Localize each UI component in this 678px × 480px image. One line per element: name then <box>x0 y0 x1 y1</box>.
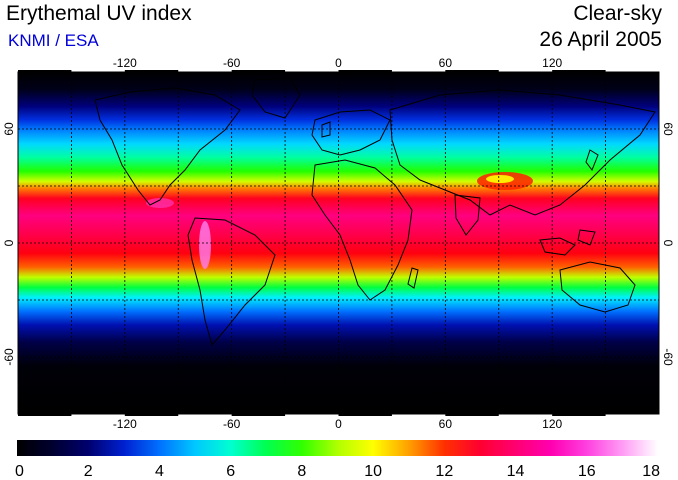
lon-tick-label-top: -60 <box>223 56 241 70</box>
graticule <box>18 72 659 414</box>
colorbar-label: 10 <box>364 463 382 480</box>
frame-segment <box>552 413 606 416</box>
lat-tick-label-left: 60 <box>2 122 16 136</box>
lon-tick-label-bottom: 0 <box>335 417 342 431</box>
lon-tick-label-top: 120 <box>542 56 562 70</box>
frame-segment <box>445 413 499 416</box>
frame-segment <box>445 70 499 73</box>
coastlines <box>94 77 656 347</box>
frame-segment <box>552 70 606 73</box>
frame-segment <box>124 413 179 416</box>
lon-tick-label-bottom: 60 <box>439 417 453 431</box>
colorbar-label: 8 <box>297 463 306 480</box>
colorbar-label: 6 <box>226 463 235 480</box>
colorbar-label: 2 <box>84 463 93 480</box>
sky-condition-label: Clear-sky <box>573 2 662 25</box>
frame-segment <box>18 413 72 416</box>
colorbar-label: 14 <box>507 463 525 480</box>
colorbar-labels: 0 2 4 6 8 10 12 14 16 18 <box>15 463 660 480</box>
frame-segment <box>124 70 179 73</box>
lon-tick-label-bottom: 120 <box>542 417 562 431</box>
frame-segment <box>231 413 286 416</box>
lon-tick-label-top: 0 <box>335 56 342 70</box>
lat-tick-label-right: 60 <box>661 122 675 136</box>
frame-segment <box>18 70 72 73</box>
lon-tick-label-top: -120 <box>113 56 137 70</box>
lat-tick-label-left: 0 <box>2 239 16 246</box>
colorbar <box>17 440 658 456</box>
lon-tick-label-top: 60 <box>439 56 453 70</box>
colorbar-label: 16 <box>578 463 596 480</box>
map-title: Erythemal UV index <box>6 2 192 25</box>
colorbar-label: 0 <box>15 463 24 480</box>
lon-tick-label-bottom: -60 <box>223 417 241 431</box>
lat-tick-label-right: 0 <box>661 240 675 247</box>
frame-segment <box>231 70 286 73</box>
lat-tick-label-right: -60 <box>661 348 675 366</box>
colorbar-label: 4 <box>155 463 164 480</box>
date-label: 26 April 2005 <box>539 28 662 51</box>
frame-segment <box>338 70 392 73</box>
lon-tick-label-bottom: -120 <box>113 417 137 431</box>
credit-label: KNMI / ESA <box>8 31 99 50</box>
colorbar-label: 12 <box>435 463 453 480</box>
axis-ticks: -120 -120 -60 -60 0 0 60 60 120 120 60 60 0 0 -60 -60 <box>2 56 675 431</box>
lat-tick-label-left: -60 <box>2 348 16 366</box>
frame-segment <box>338 413 392 416</box>
colorbar-label: 18 <box>642 463 660 480</box>
